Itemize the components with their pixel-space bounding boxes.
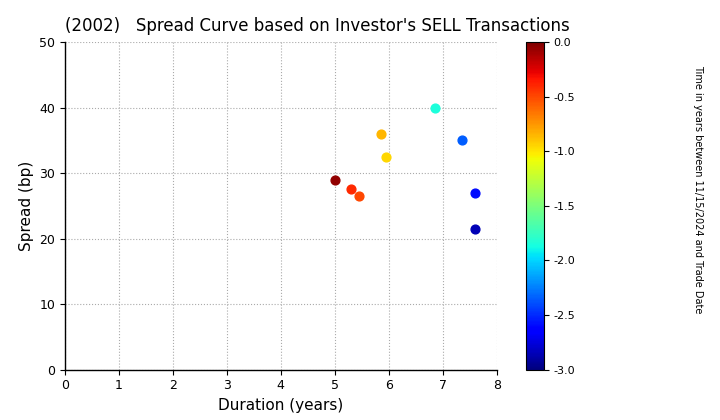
Text: (2002)   Spread Curve based on Investor's SELL Transactions: (2002) Spread Curve based on Investor's … [65, 17, 570, 35]
Y-axis label: Spread (bp): Spread (bp) [19, 161, 34, 251]
Text: (Past Trade Date is given as negative): (Past Trade Date is given as negative) [719, 96, 720, 282]
Point [345, 186, 356, 193]
Text: Time in years between 11/15/2024 and Trade Date: Time in years between 11/15/2024 and Tra… [693, 65, 703, 313]
Point [429, 104, 441, 111]
Point [469, 189, 481, 196]
Point [380, 153, 392, 160]
Point [469, 226, 481, 232]
Point [375, 130, 387, 137]
X-axis label: Duration (years): Duration (years) [218, 398, 343, 413]
Point [329, 176, 341, 183]
Point [354, 193, 365, 199]
Point [456, 137, 467, 144]
